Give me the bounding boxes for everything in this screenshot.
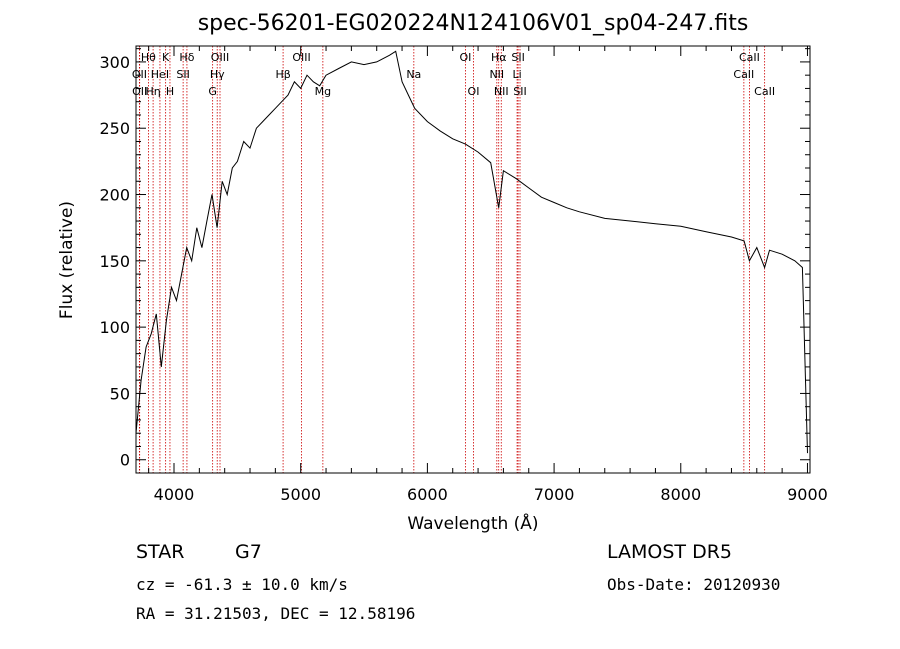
spectral-line-label: NII [494, 85, 509, 98]
spectral-line-label: Hα [491, 51, 507, 64]
plot-frame [135, 45, 811, 474]
x-tick-label: 5000 [280, 485, 321, 504]
spectral-line-label: Hβ [275, 68, 290, 81]
coordinates: RA = 31.21503, DEC = 12.58196 [136, 604, 415, 623]
spectral-subclass: G7 [235, 541, 262, 563]
y-tick-label: 50 [110, 384, 130, 403]
spectral-line-markers [139, 46, 766, 473]
spectral-line-label: OI [459, 51, 471, 64]
spectral-line-label: SII [511, 51, 524, 64]
spectral-line-label: CaII [733, 68, 754, 81]
spectral-line-label: Mg [315, 85, 331, 98]
x-tick-label: 4000 [154, 485, 195, 504]
y-tick-label: 0 [120, 451, 130, 470]
spectral-line-label: Hη [145, 85, 160, 98]
spectral-line-label: Li [512, 68, 521, 81]
spectral-line-label: HeI [151, 68, 169, 81]
y-tick-label: 200 [99, 186, 130, 205]
spectral-line-label: Hδ [179, 51, 194, 64]
object-type: STAR [136, 541, 184, 563]
observation-date: Obs-Date: 20120930 [607, 575, 780, 594]
spectral-line-label: CaII [754, 85, 775, 98]
spectral-line-label: G [208, 85, 217, 98]
x-tick-label: 8000 [660, 485, 701, 504]
x-axis-ticks: 4000 5000 6000 7000 8000 9000 [148, 46, 828, 504]
x-tick-label: 7000 [534, 485, 575, 504]
y-tick-label: 300 [99, 53, 130, 72]
spectral-line-label: OII [132, 68, 147, 81]
x-axis-label: Wavelength (Å) [407, 512, 538, 534]
spectral-line-label: OIII [292, 51, 310, 64]
y-tick-label: 150 [99, 252, 130, 271]
spectral-line-label: Hγ [210, 68, 225, 81]
y-tick-label: 250 [99, 119, 130, 138]
spectral-line-label: K [162, 51, 170, 64]
survey-name: LAMOST DR5 [607, 541, 732, 563]
x-tick-label: 6000 [407, 485, 448, 504]
spectral-line-label: Na [406, 68, 421, 81]
spectrum-line [135, 50, 808, 454]
spectral-line-label: OI [468, 85, 480, 98]
spectral-line-label: OIII [211, 51, 229, 64]
y-tick-label: 100 [99, 318, 130, 337]
chart-title: spec-56201-EG020224N124106V01_sp04-247.f… [198, 11, 749, 36]
redshift-cz: cz = -61.3 ± 10.0 km/s [136, 575, 348, 594]
y-axis-ticks: 0 50 100 150 200 250 300 [99, 48, 810, 470]
spectral-line-label: Hθ [141, 51, 156, 64]
y-axis-label: Flux (relative) [57, 201, 77, 319]
spectral-line-label: SII [176, 68, 189, 81]
spectral-line-label: CaII [739, 51, 760, 64]
x-tick-label: 9000 [787, 485, 828, 504]
spectral-line-label: SII [513, 85, 526, 98]
spectral-line-label: H [166, 85, 174, 98]
spectral-line-label: NII [489, 68, 504, 81]
